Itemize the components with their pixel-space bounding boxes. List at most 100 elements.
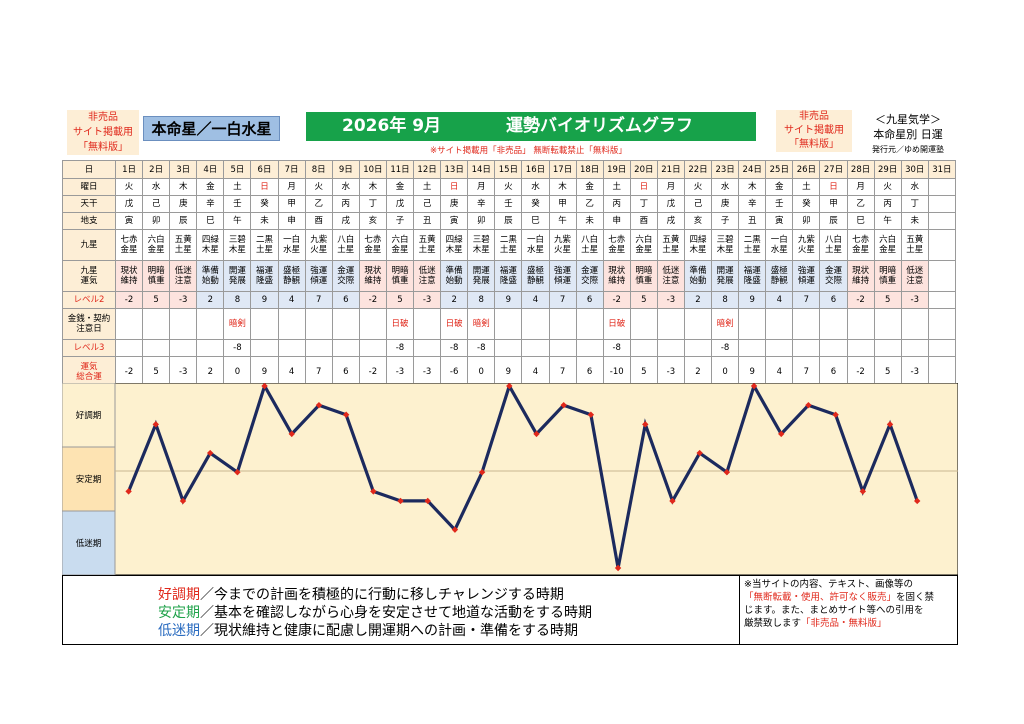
data-point [533,430,540,438]
kyusei-text: 二黒 [256,235,274,245]
unki-text: 始動 [201,276,219,286]
money-cell [521,308,550,340]
unki-text: 明暗 [391,266,409,276]
unki-cell: 現状 維持 [846,260,875,292]
unki-text: 維持 [364,276,382,286]
kyusei-text: 金星 [608,245,626,255]
kyusei-text: 五黄 [662,235,680,245]
kyusei-cell: 九紫 火星 [304,229,333,261]
level2-row: レベル2 -2 5 -3 2 8 9 4 7 6 -2 5 -3 2 8 9 4 7 6 -2 5 -3 2 8 9 4 7 6 -2 5… [62,291,956,309]
unki-text: 福運 [499,266,517,276]
weekday-cell: 木 [358,178,387,196]
unki-cell: 現状 維持 [602,260,631,292]
money-cell [656,308,685,340]
header-right: ＜九星気学＞ 本命星別 日運 発行元／ゆめ開運塾 [858,112,958,157]
unki-text: 隆盛 [743,276,761,286]
kyusei-text: 土星 [906,245,924,255]
level3-cell [575,339,604,357]
unki-text: 隆盛 [256,276,274,286]
shi-cell: 酉 [629,212,658,230]
kyusei-text: 木星 [445,245,463,255]
kyusei-text: 土星 [337,245,355,255]
unki-text: 低迷 [418,266,436,276]
money-cell [765,308,794,340]
kan-cell: 庚 [440,195,469,213]
level2-cell: -2 [602,291,631,309]
unki-text: 慎重 [147,276,165,286]
shi-cell: 丑 [413,212,442,230]
unki-text: 福運 [743,266,761,276]
unki-text: 注意 [174,276,192,286]
kyusei-text: 六白 [635,235,653,245]
notice-right: 非売品 サイト掲載用 「無料版」 [776,110,852,152]
shi-cell: 亥 [683,212,713,230]
money-cell [927,308,956,340]
kyusei-text: 七赤 [852,235,870,245]
kan-cell: 戊 [385,195,415,213]
weekday-cell: 水 [521,178,550,196]
weekday-cell: 月 [656,178,685,196]
unki-text: 盛極 [526,266,544,276]
weekday-cell: 木 [548,178,577,196]
kyusei-text: 七赤 [120,235,138,245]
zone-low-label: 低迷期 [76,538,102,549]
notice-left: 非売品 サイト掲載用 「無料版」 [67,110,139,155]
unki-cell: 盛極 静観 [521,260,550,292]
data-point [397,497,404,505]
kyusei-cell: 六白 金星 [142,229,171,261]
level2-cell [927,291,956,309]
shi-cell: 巳 [521,212,550,230]
sub-notice: ※サイト掲載用「非売品」 無断転載禁止「無料版」 [430,146,627,156]
kyusei-text: 七赤 [608,235,626,245]
unki-text: 明暗 [879,266,897,276]
money-cell: 暗剣 [223,308,252,340]
level3-cell: -8 [467,339,496,357]
unki-cell: 明暗 慎重 [385,260,415,292]
unki-text: 慎重 [635,276,653,286]
biorhythm-line [127,382,919,569]
kan-cell: 癸 [250,195,279,213]
data-point [750,382,758,390]
level3-cell [683,339,713,357]
unki-text: 発展 [472,276,490,286]
kyusei-cell: 二黒 土星 [494,229,523,261]
shi-cell: 午 [548,212,577,230]
kan-cell: 辛 [196,195,225,213]
day-cell: 18日 [575,160,604,179]
data-point [342,411,350,418]
unki-text: 現状 [608,266,626,276]
weekday-cell: 金 [765,178,794,196]
kyusei-cell: 四緑 木星 [683,229,713,261]
kyusei-text: 二黒 [499,235,517,245]
notice-left-line-3: 「無料版」 [78,142,128,153]
kyusei-row: 九星 七赤 金星 六白 金星 五黄 土星 四緑 木星 三碧 木星 二黒 土星 一白 水星 九紫 火星 八白 土星 七赤… [62,229,956,261]
money-cell [900,308,929,340]
kyusei-text: 金星 [879,245,897,255]
money-cell [683,308,713,340]
day-cell: 7日 [277,160,306,179]
unki-text: 交際 [337,276,355,286]
unki-text: 維持 [852,276,870,286]
level2-cell: 2 [196,291,225,309]
day-cell: 27日 [819,160,848,179]
kan-cell: 甲 [277,195,306,213]
kyusei-cell: 八白 土星 [819,229,848,261]
data-point [886,421,894,428]
kan-cell: 庚 [711,195,740,213]
level3-cell: -8 [602,339,631,357]
level3-cell [548,339,577,357]
unki-cell: 福運 隆盛 [494,260,523,292]
kyusei-text: 八白 [824,235,842,245]
shi-cell: 未 [575,212,604,230]
data-point [125,488,132,495]
shi-cell: 午 [223,212,252,230]
data-point [587,411,595,418]
level2-cell: 8 [711,291,740,309]
unki-text: 福運 [256,266,274,276]
unki-text: 強運 [310,266,328,276]
unki-text: 強運 [554,266,572,276]
kyusei-text: 金星 [147,245,165,255]
kan-cell: 己 [683,195,713,213]
note-line-4-red: 「非売品・無料版」 [801,618,887,629]
level2-cell: 9 [250,291,279,309]
